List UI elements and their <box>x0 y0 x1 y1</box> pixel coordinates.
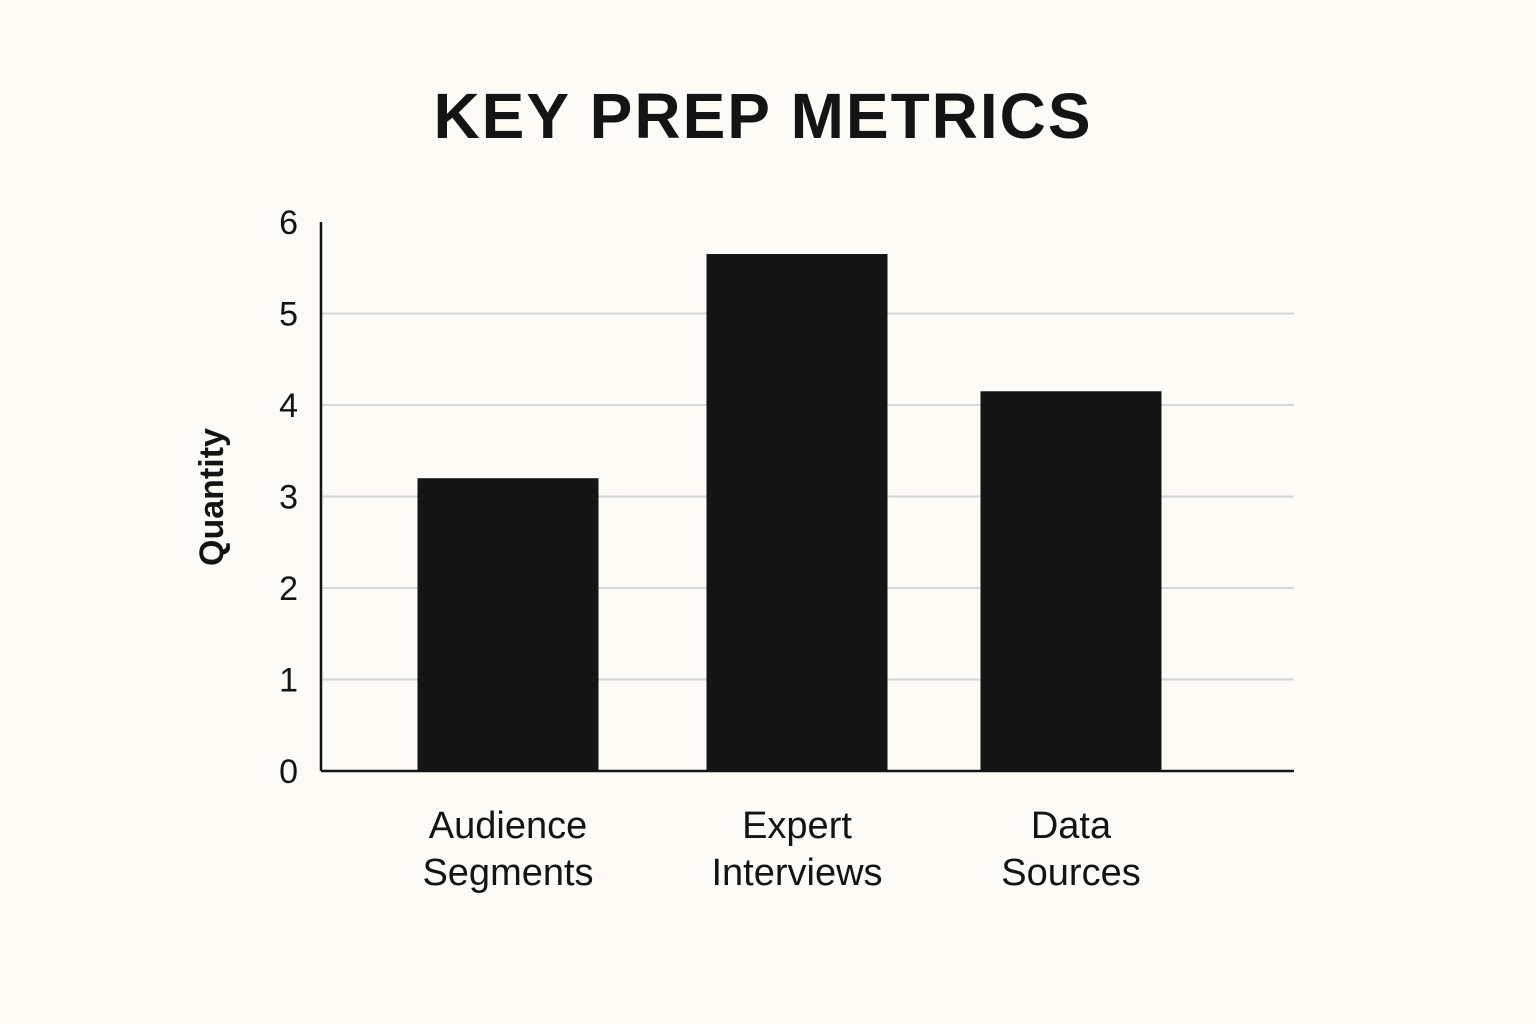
bar-data-sources <box>980 391 1162 771</box>
x-category-label: Interviews <box>711 852 882 894</box>
x-category-label: Audience <box>429 805 587 847</box>
x-category-label: Segments <box>422 852 593 894</box>
axes <box>319 222 1294 773</box>
labels: 0 1 2 3 4 5 6 Audience Segments Expert Interviews D… <box>193 204 1141 894</box>
y-tick-label-2: 2 <box>279 570 298 608</box>
bar-expert-interviews <box>706 254 888 771</box>
bar-audience-segments <box>417 478 599 771</box>
y-axis-label: Quantity <box>193 428 231 566</box>
y-tick-label-3: 3 <box>279 479 298 517</box>
y-tick-label-0: 0 <box>279 753 298 791</box>
y-tick-label-4: 4 <box>279 387 298 425</box>
bars <box>417 254 1162 771</box>
x-category-label: Data <box>1031 805 1112 847</box>
x-category-label: Expert <box>742 805 852 847</box>
x-category-label: Sources <box>1001 852 1140 894</box>
y-tick-label-1: 1 <box>279 662 298 700</box>
y-tick-label-5: 5 <box>279 296 298 334</box>
y-tick-label-6: 6 <box>279 204 298 242</box>
chart-title: KEY PREP METRICS <box>433 80 1093 152</box>
